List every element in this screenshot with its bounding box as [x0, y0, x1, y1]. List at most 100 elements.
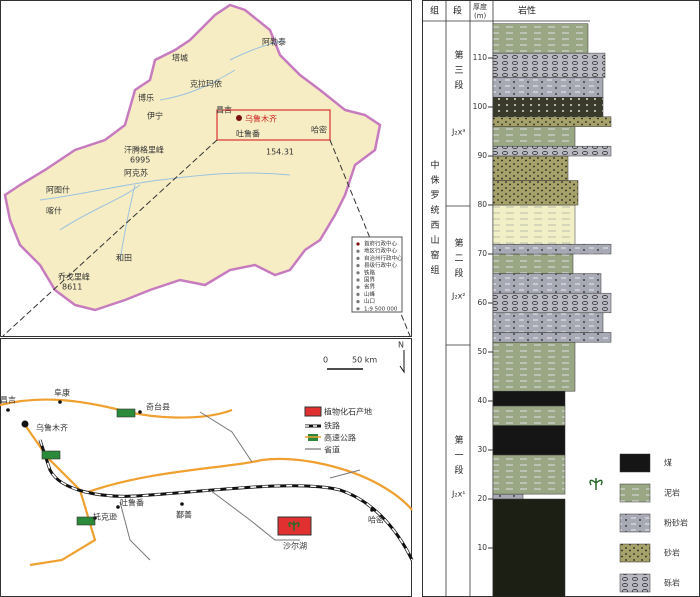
member-label: 第三段: [453, 49, 464, 95]
member-label: 第二段: [453, 237, 464, 283]
road-shield: [76, 516, 96, 526]
rock-layer: [492, 390, 566, 407]
place-label: 乌鲁木齐: [36, 423, 68, 433]
road-shield: [41, 450, 61, 460]
rock-layer: [492, 155, 569, 181]
rock-layer: [492, 405, 566, 426]
place-label: 昌吉: [216, 106, 232, 115]
provincial-road: [119, 411, 361, 561]
legend-label: 首府行政中心: [364, 240, 398, 248]
member-code: J₂x¹: [451, 490, 466, 499]
place-label: 奇台县: [146, 402, 170, 412]
rock-layer: [492, 341, 576, 392]
depth-label: 10: [477, 543, 487, 552]
rock-layer: [492, 292, 612, 314]
place-label: 乌鲁木齐: [245, 114, 277, 124]
depth-label: 90: [477, 151, 487, 160]
legend-swatch: [356, 300, 360, 304]
capital-marker: [236, 115, 242, 121]
legend-label: 砾岩: [664, 578, 680, 588]
legend-label: 自治州行政中心: [364, 254, 403, 262]
city-dot: [21, 420, 29, 428]
place-label: 吐鲁番: [236, 129, 260, 139]
depth-label: 110: [473, 53, 488, 62]
legend-swatch: [356, 307, 360, 311]
place-label: 阿图什: [46, 185, 70, 195]
river: [159, 69, 236, 101]
depth-label: 60: [477, 298, 487, 307]
city-dot: [138, 410, 142, 414]
legend-swatch: [356, 271, 360, 275]
legend-swatch: [619, 453, 651, 473]
place-label: 喀什: [46, 206, 62, 216]
city-dot: [370, 508, 374, 512]
rock-layer: [492, 243, 612, 255]
legend-label: 铁路: [364, 268, 376, 276]
depth-label: 80: [477, 200, 487, 209]
legend-label: 山口: [364, 297, 375, 305]
depth-label: 50: [477, 347, 487, 356]
legend-swatch: [356, 278, 360, 282]
place-label: 吐鲁番: [120, 498, 144, 508]
legend-label: 地区行政中心: [364, 247, 398, 255]
rock-layer: [492, 77, 604, 98]
rock-layer: [492, 493, 524, 500]
member-code: J₂x²: [451, 292, 466, 301]
leader-line: [2, 139, 218, 337]
legend-swatch: [356, 292, 360, 296]
scale-label: 50 km: [352, 356, 377, 365]
river: [119, 184, 136, 261]
city-dot: [180, 502, 184, 506]
place-label: 6995: [130, 156, 150, 165]
place-label: 鄯善: [176, 510, 192, 520]
city-dot: [58, 400, 62, 404]
legend-label: 粉砂岩: [664, 518, 688, 528]
rock-layer: [492, 145, 612, 157]
place-label: 阿勒泰: [262, 37, 286, 47]
place-label: 乔戈里峰: [58, 272, 90, 282]
rock-layer: [492, 180, 579, 206]
rock-layer: [492, 96, 604, 118]
legend-label: 1:9 500 000: [364, 306, 398, 312]
header: 段: [453, 5, 462, 17]
rock-layer: [492, 454, 566, 495]
xinjiang-region: [3, 3, 382, 312]
highway: [87, 457, 413, 511]
legend-swatch: [619, 543, 651, 563]
legend-swatch: [619, 483, 651, 503]
member-code: J₂x³: [451, 128, 466, 137]
legend-label: 植物化石产地: [324, 407, 372, 417]
place-label: 沙尔湖: [283, 541, 307, 551]
railway: [39, 439, 413, 561]
legend-label: 省道: [324, 445, 340, 455]
place-label: 塔城: [172, 53, 188, 63]
legend-swatch: [356, 256, 360, 260]
legend-label: 县级行政中心: [364, 261, 398, 269]
depth-label: 20: [477, 494, 487, 503]
header: 岩性: [518, 5, 536, 17]
rock-layer: [492, 425, 566, 456]
place-label: 克拉玛依: [190, 79, 222, 89]
river: [229, 39, 286, 61]
place-label: 伊宁: [147, 111, 163, 121]
place-label: 8611: [62, 283, 82, 292]
header: (m): [474, 12, 487, 20]
depth-label: 30: [477, 445, 487, 454]
place-label: 哈密: [311, 125, 327, 135]
legend-label: 国界: [364, 277, 376, 284]
plant-fossil-icon: [589, 478, 603, 490]
rock-layer: [492, 332, 612, 343]
legend-label: 煤: [664, 458, 672, 468]
legend-swatch: [356, 249, 360, 253]
rock-layer: [492, 204, 576, 245]
legend-label: 铁路: [324, 421, 340, 431]
rock-layer: [492, 273, 602, 294]
place-label: 汗腾格里峰: [124, 145, 164, 155]
header: 厚度: [473, 2, 487, 11]
depth-label: 70: [477, 249, 487, 258]
place-label: 哈密: [368, 515, 384, 525]
member-label: 第一段: [453, 434, 464, 480]
legend-swatch: [619, 513, 651, 533]
rock-layer: [492, 253, 574, 274]
rock-layer: [492, 126, 576, 147]
